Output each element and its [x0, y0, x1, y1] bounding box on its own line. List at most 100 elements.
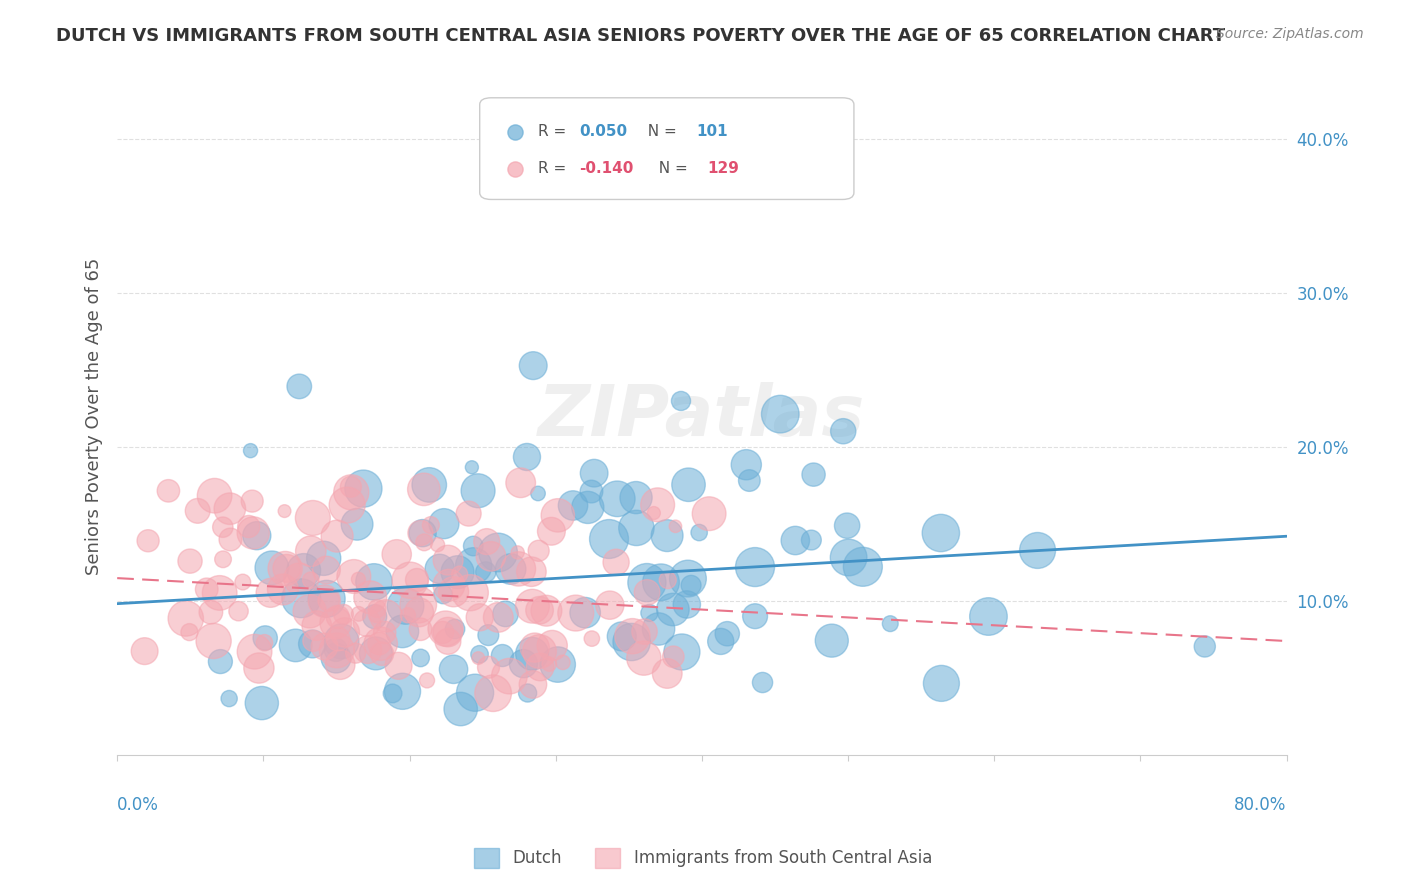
Immigrants from South Central Asia	[520, 565, 543, 579]
Immigrants from South Central Asia	[486, 610, 509, 624]
Dutch	[346, 517, 368, 532]
Immigrants from South Central Asia	[437, 634, 460, 648]
Dutch	[688, 525, 710, 540]
Immigrants from South Central Asia	[529, 603, 551, 617]
Immigrants from South Central Asia	[449, 567, 471, 582]
Immigrants from South Central Asia	[657, 666, 679, 681]
Immigrants from South Central Asia	[259, 586, 281, 600]
Text: R =: R =	[538, 161, 571, 177]
Immigrants from South Central Asia	[179, 554, 201, 568]
Dutch	[499, 562, 522, 576]
Immigrants from South Central Asia	[581, 632, 603, 646]
Dutch	[676, 572, 699, 586]
Immigrants from South Central Asia	[387, 658, 409, 673]
Dutch	[520, 647, 543, 661]
Dutch	[391, 684, 413, 698]
Immigrants from South Central Asia	[187, 504, 209, 518]
Text: N =: N =	[637, 124, 681, 139]
Immigrants from South Central Asia	[202, 634, 225, 648]
Immigrants from South Central Asia	[326, 610, 349, 624]
Immigrants from South Central Asia	[475, 534, 498, 549]
Immigrants from South Central Asia	[664, 519, 686, 533]
Immigrants from South Central Asia	[527, 543, 550, 558]
Dutch	[735, 458, 758, 472]
Text: 0.050: 0.050	[579, 124, 627, 139]
Dutch	[744, 560, 766, 574]
Immigrants from South Central Asia	[697, 507, 720, 521]
Dutch	[527, 486, 550, 500]
Immigrants from South Central Asia	[228, 604, 250, 618]
Immigrants from South Central Asia	[318, 593, 340, 607]
Immigrants from South Central Asia	[565, 606, 588, 620]
Dutch	[803, 467, 825, 482]
Immigrants from South Central Asia	[340, 480, 363, 494]
Immigrants from South Central Asia	[347, 572, 370, 586]
Immigrants from South Central Asia	[621, 629, 644, 643]
Immigrants from South Central Asia	[508, 562, 530, 576]
Dutch	[464, 686, 486, 700]
Text: Source: ZipAtlas.com: Source: ZipAtlas.com	[1216, 27, 1364, 41]
Immigrants from South Central Asia	[506, 545, 529, 559]
Immigrants from South Central Asia	[136, 533, 159, 548]
Dutch	[647, 622, 669, 636]
Dutch	[209, 655, 232, 669]
Dutch	[461, 460, 484, 475]
Immigrants from South Central Asia	[529, 660, 551, 674]
Immigrants from South Central Asia	[273, 504, 295, 518]
Dutch	[325, 642, 347, 657]
Dutch	[290, 591, 312, 606]
Dutch	[626, 521, 648, 535]
Immigrants from South Central Asia	[479, 549, 502, 564]
Dutch	[574, 606, 596, 620]
Immigrants from South Central Asia	[371, 647, 394, 661]
Immigrants from South Central Asia	[413, 535, 436, 549]
Dutch	[512, 657, 534, 671]
Immigrants from South Central Asia	[643, 506, 665, 520]
Immigrants from South Central Asia	[305, 618, 328, 632]
Immigrants from South Central Asia	[243, 645, 266, 659]
Immigrants from South Central Asia	[547, 508, 569, 523]
Immigrants from South Central Asia	[314, 594, 336, 608]
Immigrants from South Central Asia	[523, 640, 546, 655]
Immigrants from South Central Asia	[366, 607, 388, 621]
Immigrants from South Central Asia	[366, 601, 388, 615]
Immigrants from South Central Asia	[408, 605, 430, 619]
Immigrants from South Central Asia	[522, 599, 544, 614]
Immigrants from South Central Asia	[326, 632, 349, 646]
Dutch	[650, 575, 672, 590]
Immigrants from South Central Asia	[437, 625, 460, 640]
Legend: Dutch, Immigrants from South Central Asia: Dutch, Immigrants from South Central Asi…	[467, 841, 939, 875]
Immigrants from South Central Asia	[333, 625, 356, 640]
Dutch	[606, 491, 628, 506]
Immigrants from South Central Asia	[208, 586, 231, 600]
Immigrants from South Central Asia	[399, 573, 422, 587]
Dutch	[852, 559, 875, 574]
Immigrants from South Central Asia	[298, 604, 321, 618]
Immigrants from South Central Asia	[195, 582, 218, 597]
Text: 129: 129	[707, 161, 740, 177]
Dutch	[284, 639, 307, 653]
Immigrants from South Central Asia	[599, 598, 621, 612]
Immigrants from South Central Asia	[370, 637, 392, 651]
Immigrants from South Central Asia	[212, 552, 235, 566]
Immigrants from South Central Asia	[434, 622, 457, 636]
Text: -0.140: -0.140	[579, 161, 634, 177]
Dutch	[352, 482, 374, 496]
Immigrants from South Central Asia	[314, 640, 336, 654]
Dutch	[246, 529, 269, 543]
Text: R =: R =	[538, 124, 571, 139]
Immigrants from South Central Asia	[416, 673, 439, 688]
Immigrants from South Central Asia	[276, 561, 298, 575]
Immigrants from South Central Asia	[482, 686, 505, 700]
Dutch	[516, 450, 538, 464]
Immigrants from South Central Asia	[541, 639, 564, 653]
Immigrants from South Central Asia	[271, 582, 294, 597]
Dutch	[977, 609, 1000, 624]
Dutch	[620, 635, 643, 649]
Immigrants from South Central Asia	[219, 533, 242, 547]
Dutch	[879, 616, 901, 631]
Dutch	[330, 634, 353, 648]
Immigrants from South Central Asia	[329, 657, 352, 672]
Immigrants from South Central Asia	[409, 526, 432, 541]
Immigrants from South Central Asia	[458, 585, 481, 599]
